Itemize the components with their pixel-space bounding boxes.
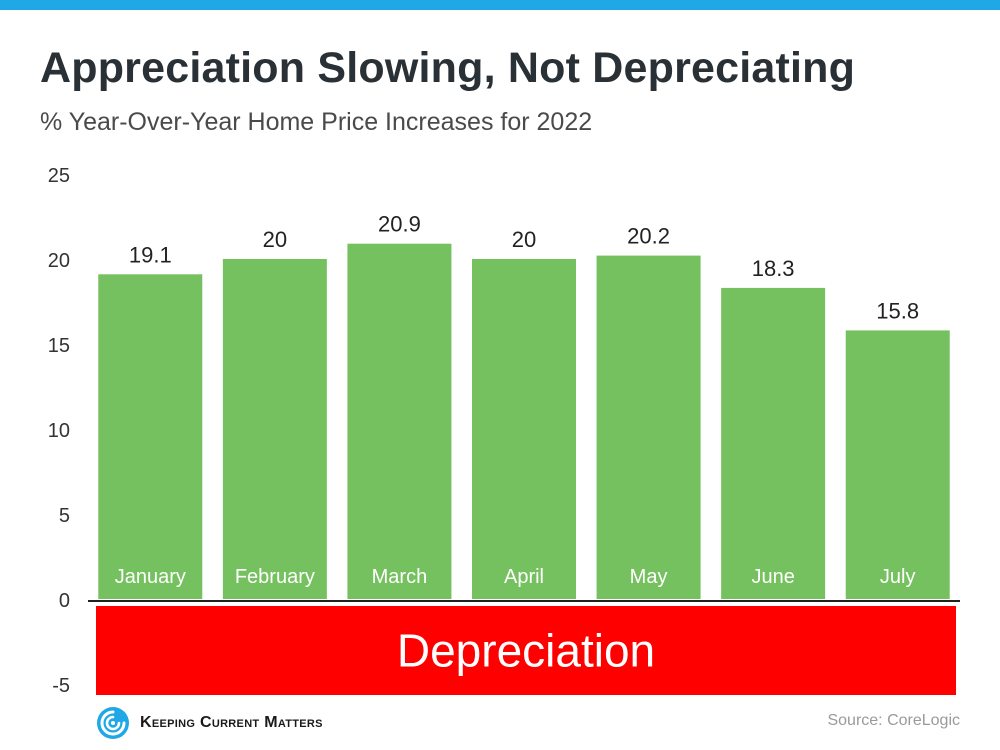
- y-tick-label: -5: [52, 675, 70, 697]
- bar-june: [721, 287, 826, 599]
- category-label: April: [504, 566, 544, 588]
- bar-july: [845, 330, 950, 599]
- category-label: March: [372, 566, 428, 588]
- depreciation-label: Depreciation: [397, 625, 655, 677]
- depreciation-region: [96, 606, 956, 695]
- brand-name: Keeping Current Matters: [140, 714, 323, 731]
- data-label: 20.2: [627, 224, 670, 249]
- y-tick-label: 0: [59, 590, 70, 612]
- category-label: January: [115, 566, 186, 588]
- category-label: June: [751, 566, 794, 588]
- data-label: 15.8: [876, 298, 919, 323]
- brand-logo: Keeping Current Matters: [96, 706, 323, 740]
- data-label: 18.3: [752, 256, 795, 281]
- source-note: Source: CoreLogic: [827, 712, 960, 729]
- data-label: 20.9: [378, 212, 421, 237]
- y-tick-label: 10: [48, 420, 70, 442]
- category-label: February: [235, 566, 315, 588]
- y-tick-label: 5: [59, 505, 70, 527]
- y-tick-label: 25: [48, 165, 70, 187]
- bar-february: [222, 259, 327, 599]
- chart-subtitle: % Year-Over-Year Home Price Increases fo…: [40, 108, 593, 136]
- bar-march: [347, 243, 452, 599]
- bar-may: [596, 255, 701, 599]
- top-accent-bar: [0, 0, 1000, 10]
- data-label: 20: [512, 227, 536, 252]
- chart-title: Appreciation Slowing, Not Depreciating: [40, 44, 856, 92]
- swirl-logo-icon: [97, 707, 129, 739]
- data-label: 20: [263, 227, 287, 252]
- data-label: 19.1: [129, 242, 172, 267]
- y-tick-label: 15: [48, 335, 70, 357]
- category-label: May: [630, 566, 668, 588]
- y-tick-label: 20: [48, 250, 70, 272]
- bar-april: [472, 259, 576, 599]
- bar-january: [98, 274, 203, 599]
- category-label: July: [880, 566, 916, 588]
